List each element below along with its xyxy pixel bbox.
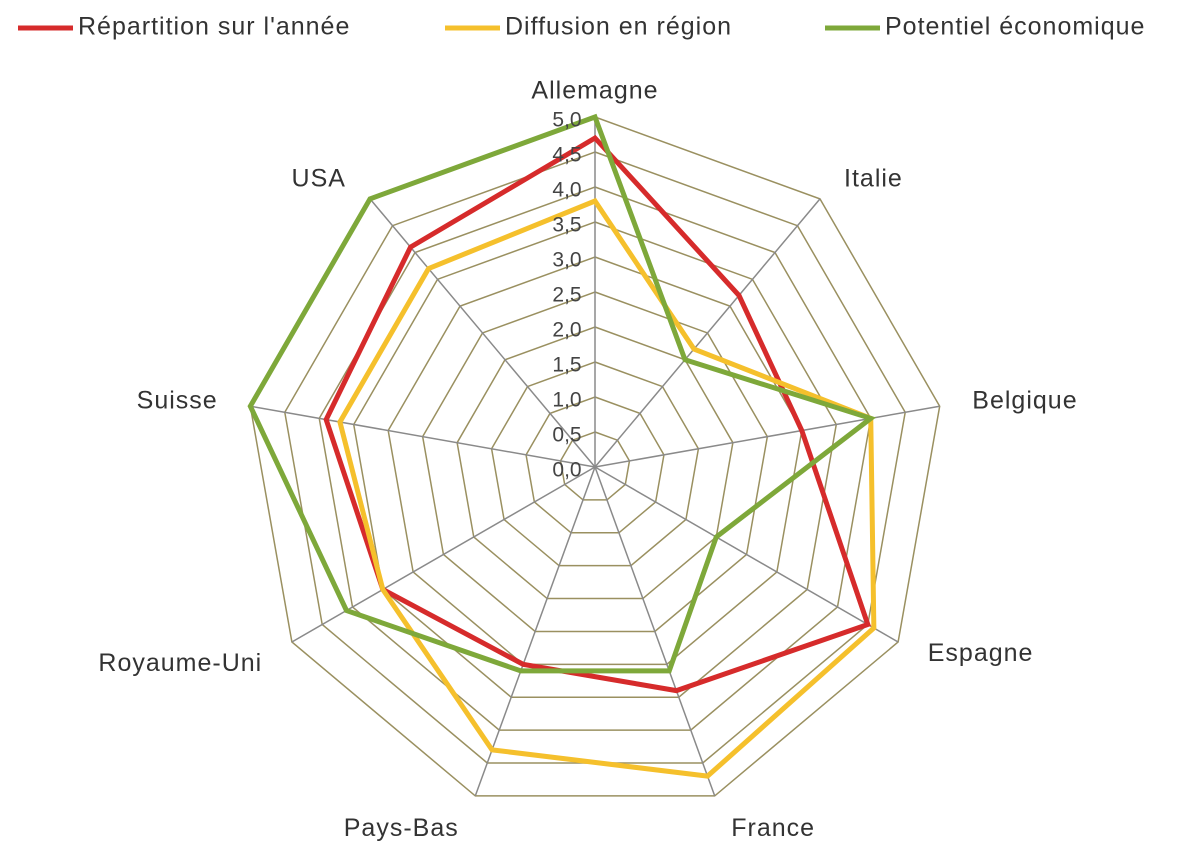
r-tick-label: 1,0 <box>552 389 581 412</box>
r-tick-label: 2,0 <box>552 319 581 342</box>
spoke <box>369 198 596 468</box>
legend-label: Potentiel économique <box>885 13 1145 41</box>
series-line <box>337 197 877 779</box>
grid-ring <box>559 431 631 501</box>
r-tick-label: 3,5 <box>552 214 581 237</box>
category-label: France <box>731 814 815 842</box>
r-tick-label: 1,5 <box>552 354 581 377</box>
spoke <box>291 466 596 643</box>
grid-ring <box>352 221 838 698</box>
spoke <box>594 198 821 468</box>
grid-ring <box>490 361 700 567</box>
category-label: Espagne <box>928 639 1034 667</box>
category-label: Italie <box>844 164 903 192</box>
grid-ring <box>387 256 803 666</box>
category-label: Royaume-Uni <box>98 649 262 677</box>
r-tick-label: 4,5 <box>552 144 581 167</box>
grid-ring <box>525 396 665 534</box>
spoke <box>594 466 716 797</box>
legend-label: Répartition sur l'année <box>78 13 350 41</box>
r-tick-label: 4,0 <box>552 179 581 202</box>
grid-ring <box>456 326 734 600</box>
legend-label: Diffusion en région <box>505 13 732 41</box>
spoke <box>594 405 940 468</box>
spoke <box>594 466 899 643</box>
category-label: USA <box>292 164 346 192</box>
series-line <box>247 113 877 674</box>
r-tick-label: 2,5 <box>552 284 581 307</box>
series-line <box>323 134 871 694</box>
spoke <box>474 466 596 797</box>
grid-ring <box>421 291 769 633</box>
r-tick-label: 3,0 <box>552 249 581 272</box>
category-label: Suisse <box>137 386 218 414</box>
r-tick-label: 5,0 <box>552 109 581 132</box>
r-tick-label: 0,5 <box>552 424 581 447</box>
category-label: Pays-Bas <box>344 814 459 842</box>
r-tick-label: 0,0 <box>552 459 581 482</box>
category-label: Belgique <box>972 386 1077 414</box>
category-label: Allemagne <box>531 77 658 105</box>
spoke <box>250 405 596 468</box>
